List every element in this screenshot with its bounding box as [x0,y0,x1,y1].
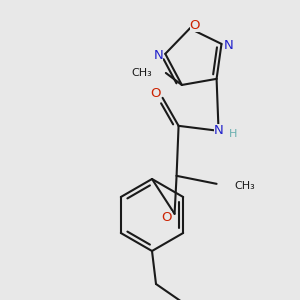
Text: O: O [190,19,200,32]
Text: O: O [161,211,172,224]
Text: H: H [228,129,237,139]
Text: N: N [153,49,163,62]
Text: N: N [214,124,224,137]
Text: CH₃: CH₃ [131,68,152,78]
Text: CH₃: CH₃ [235,181,255,191]
Text: O: O [150,87,161,100]
Text: N: N [224,39,233,52]
